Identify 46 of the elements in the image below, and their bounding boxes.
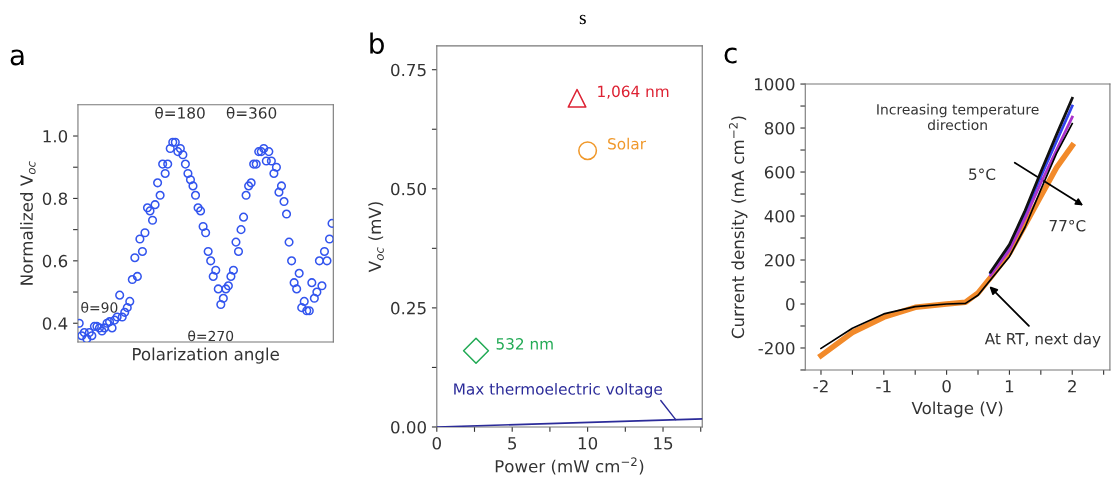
y-tick-label: 400 bbox=[764, 209, 795, 223]
x-tick-label: 0 bbox=[942, 379, 951, 393]
annotation: θ=180 bbox=[155, 106, 205, 119]
y-axis-title: Current density (mA cm$^{−2}$) bbox=[728, 116, 748, 339]
y-axis-title: Normalized V$_{oc}$ bbox=[20, 161, 36, 285]
y-tick-label: 0 bbox=[786, 297, 795, 311]
y-tick-label: 0.8 bbox=[42, 192, 68, 205]
x-axis-title: Power (mW cm$^{−2}$) bbox=[495, 457, 644, 475]
text: b bbox=[370, 32, 384, 54]
series-label: Solar bbox=[608, 137, 646, 150]
annotation: θ=270 bbox=[188, 330, 234, 342]
x-axis-title: Voltage (V) bbox=[911, 401, 1003, 418]
x-tick-label: 0 bbox=[432, 436, 441, 450]
chart-title: s bbox=[579, 14, 586, 25]
text: c bbox=[724, 47, 737, 64]
annotation: θ=360 bbox=[226, 106, 277, 119]
annotation: θ=90 bbox=[81, 301, 118, 313]
text: a bbox=[10, 49, 24, 66]
x-tick-label: 5 bbox=[508, 437, 517, 450]
y-tick-label: 0.4 bbox=[42, 317, 68, 330]
annotation: Increasing temperature direction bbox=[877, 103, 1039, 131]
y-tick-label: 1000 bbox=[754, 78, 795, 91]
x-tick-label: -1 bbox=[876, 380, 891, 393]
y-tick-label: 0.25 bbox=[391, 301, 426, 315]
series-label: Max thermoelectric voltage bbox=[454, 382, 662, 398]
x-tick-label: -2 bbox=[813, 379, 828, 393]
annotation: 77°C bbox=[1049, 219, 1086, 232]
x-tick-label: 1 bbox=[1005, 380, 1014, 393]
y-tick-label: 1.0 bbox=[43, 129, 68, 143]
y-tick-label: 0.6 bbox=[42, 254, 68, 268]
series-label: 532 nm bbox=[496, 338, 553, 350]
series-label: 1,064 nm bbox=[598, 85, 669, 99]
y-tick-label: 0.50 bbox=[391, 182, 426, 196]
y-tick-label: 800 bbox=[764, 121, 795, 135]
annotation: 5°C bbox=[969, 168, 996, 180]
x-axis-title: Polarization angle bbox=[133, 347, 279, 364]
x-tick-label: 15 bbox=[654, 437, 673, 450]
y-axis-title: V$_{oc}$ (mV) bbox=[368, 202, 384, 273]
y-tick-label: 200 bbox=[764, 253, 795, 267]
y-tick-label: 0.00 bbox=[391, 420, 426, 434]
y-tick-label: -200 bbox=[758, 341, 795, 355]
y-tick-label: 600 bbox=[764, 165, 795, 179]
x-tick-label: 2 bbox=[1068, 379, 1076, 393]
annotation: At RT, next day bbox=[984, 332, 1101, 348]
x-tick-label: 10 bbox=[578, 436, 598, 450]
y-tick-label: 0.75 bbox=[391, 63, 426, 77]
